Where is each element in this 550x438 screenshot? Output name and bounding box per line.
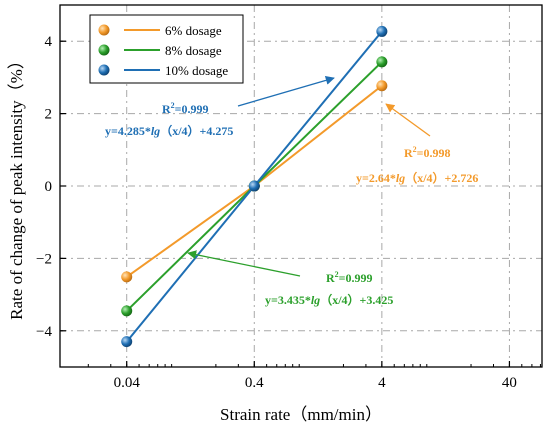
y-tick-label: −2 [36,251,52,267]
arrow-6-dosage [385,103,431,137]
data-point-10pct-dosage [121,336,133,348]
legend-label-8pct-dosage: 8% dosage [165,43,222,58]
y-tick-label: −4 [36,324,52,340]
x-tick-label: 4 [378,375,386,391]
annotation-8-equation: y=3.435*lg（x/4）+3.425 [265,292,393,307]
legend: 6% dosage 8% dosage 10% dosage [89,14,244,84]
annotation-10-r2: R2=0.999 [162,101,209,116]
legend-marker-6pct-dosage [98,24,110,36]
arrow-10-dosage [237,75,335,107]
data-point-10pct-dosage [376,25,388,37]
annotation-6-equation: y=2.64*lg（x/4）+2.726 [356,170,478,185]
y-tick-label: 2 [45,107,53,123]
annotation-10-equation: y=4.285*lg（x/4）+4.275 [105,123,233,138]
annotations: R2=0.999 y=4.285*lg（x/4）+4.275 R2=0.998 … [105,75,478,307]
annotation-6-r2: R2=0.998 [404,145,451,160]
x-tick-label: 0.04 [114,375,141,391]
axis-ticks [60,40,541,367]
y-axis-label: Rate of change of peak intensity（%） [7,52,26,320]
series-markers [121,25,388,348]
legend-label-10pct-dosage: 10% dosage [165,63,228,78]
legend-marker-10pct-dosage [98,64,110,76]
legend-box [89,14,244,84]
y-tick-label: 4 [45,34,53,50]
data-point-6pct-dosage [376,80,388,92]
annotation-8-r2: R2=0.999 [326,270,373,285]
x-tick-label: 0.4 [245,375,264,391]
data-point-6pct-dosage [121,271,133,283]
data-point-10pct-dosage [248,180,260,192]
y-tick-label: 0 [45,179,53,195]
data-point-8pct-dosage [376,56,388,68]
x-axis-label: Strain rate（mm/min） [220,405,382,424]
tick-labels: 0.04 0.4 4 40 −4 −2 0 2 4 [36,34,517,391]
data-point-8pct-dosage [121,305,133,317]
x-tick-label: 40 [502,375,517,391]
legend-marker-8pct-dosage [98,44,110,56]
arrow-8-dosage [187,250,301,277]
legend-label-6pct-dosage: 6% dosage [165,23,222,38]
